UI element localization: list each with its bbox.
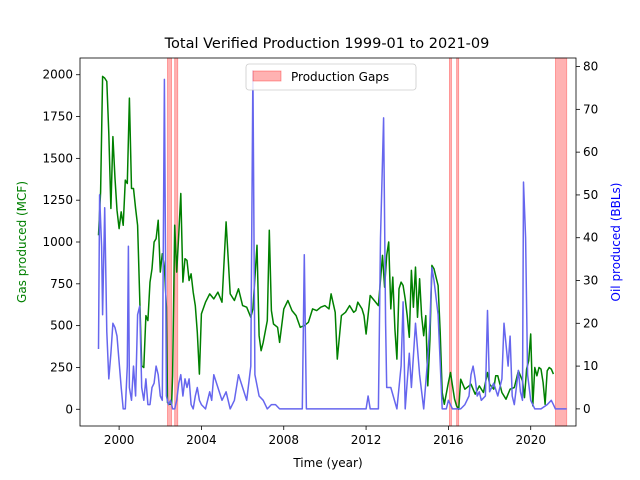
series-layer <box>97 70 567 411</box>
x-tick-label: 2020 <box>515 433 546 447</box>
legend-swatch <box>252 70 282 82</box>
right-y-tick-label: 10 <box>583 359 598 373</box>
legend-label: Production Gaps <box>291 70 389 84</box>
right-y-tick-label: 40 <box>583 231 598 245</box>
x-axis: 2000 2004 2008 2012 2016 2020 <box>104 426 546 447</box>
right-y-axis-title: Oil produced (BBLs) <box>609 183 623 302</box>
x-tick-label: 2012 <box>351 433 382 447</box>
x-tick-label: 2004 <box>186 433 217 447</box>
right-y-tick-label: 80 <box>583 60 598 74</box>
gap-band-4 <box>555 57 568 427</box>
right-y-tick-label: 60 <box>583 145 598 159</box>
right-y-axis: 0 10 20 30 40 50 60 70 80 <box>576 60 598 416</box>
left-y-tick-label: 2000 <box>42 68 73 82</box>
right-y-tick-label: 0 <box>583 402 591 416</box>
left-y-tick-label: 1500 <box>42 151 73 165</box>
left-y-tick-label: 750 <box>50 277 73 291</box>
right-y-tick-label: 30 <box>583 274 598 288</box>
left-y-axis-title: Gas produced (MCF) <box>15 181 29 303</box>
right-y-tick-label: 70 <box>583 102 598 116</box>
oil-series-line <box>97 70 567 410</box>
x-tick-label: 2000 <box>104 433 135 447</box>
gap-band-0 <box>167 57 172 427</box>
x-tick-label: 2008 <box>268 433 299 447</box>
left-y-axis: 0 250 500 750 1000 1250 1500 1750 2000 <box>42 68 80 416</box>
gap-band-3 <box>456 57 460 427</box>
left-y-tick-label: 1750 <box>42 110 73 124</box>
right-y-tick-label: 20 <box>583 316 598 330</box>
x-axis-title: Time (year) <box>292 456 362 470</box>
legend: Production Gaps <box>245 63 417 91</box>
x-tick-label: 2016 <box>433 433 464 447</box>
chart-title: Total Verified Production 1999-01 to 202… <box>164 36 490 52</box>
right-y-tick-label: 50 <box>583 188 598 202</box>
gas-series-line <box>97 75 555 411</box>
left-y-tick-label: 1000 <box>42 235 73 249</box>
left-y-tick-label: 500 <box>50 319 73 333</box>
left-y-tick-label: 0 <box>65 402 73 416</box>
gap-band-2 <box>449 57 452 427</box>
legend-box <box>245 63 417 91</box>
left-y-tick-label: 250 <box>50 360 73 374</box>
left-y-tick-label: 1250 <box>42 193 73 207</box>
